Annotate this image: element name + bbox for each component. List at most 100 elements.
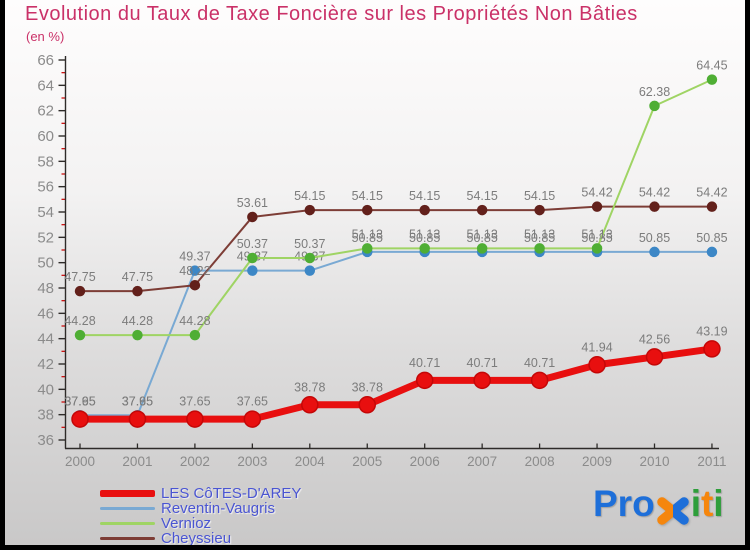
x-tick-label: 2007 — [467, 454, 497, 469]
y-tick-label: 58 — [37, 153, 54, 170]
point-label: 37.65 — [237, 395, 268, 409]
legend-swatch — [100, 537, 155, 540]
point-label: 38.78 — [294, 380, 325, 394]
legend-label: Cheyssieu — [161, 530, 232, 547]
x-tick-label: 2003 — [237, 454, 267, 469]
legend-item: LES CôTES-D'AREY — [100, 486, 301, 501]
legend-label: Reventin-Vaugris — [161, 500, 275, 517]
point-label: 50.37 — [294, 237, 325, 251]
x-tick-label: 2009 — [582, 454, 612, 469]
point-label: 47.75 — [64, 270, 95, 284]
data-point — [649, 201, 660, 212]
proxiti-logo: Pro i t i — [593, 483, 724, 525]
legend-swatch — [100, 507, 155, 510]
data-point — [74, 285, 86, 297]
y-tick-label: 40 — [37, 381, 54, 398]
data-point — [247, 211, 258, 223]
point-label: 50.85 — [352, 231, 383, 245]
point-label: 51.13 — [409, 227, 440, 241]
point-label: 54.42 — [581, 186, 612, 200]
point-label: 44.28 — [64, 314, 95, 328]
point-label: 54.15 — [467, 189, 498, 203]
point-label: 54.15 — [409, 189, 440, 203]
chart-subtitle-unit: (en %) — [26, 29, 65, 44]
chart-title: Evolution du Taux de Taxe Foncière sur l… — [25, 3, 638, 25]
data-point — [476, 243, 488, 254]
point-label: 40.71 — [467, 356, 498, 370]
x-tick-label: 2000 — [65, 454, 95, 469]
series-line — [79, 250, 713, 417]
series-line — [76, 345, 716, 423]
point-label: 42.56 — [639, 332, 670, 346]
point-label: 51.13 — [581, 227, 612, 241]
data-point — [591, 201, 603, 212]
x-tick-label: 2004 — [295, 454, 326, 469]
point-label: 54.15 — [524, 189, 555, 203]
y-tick-label: 66 — [37, 52, 54, 69]
point-label: 37.95 — [64, 394, 95, 408]
point-label: 51.13 — [352, 227, 383, 241]
point-label: 50.85 — [524, 231, 555, 245]
point-label: 40.71 — [524, 356, 555, 370]
point-label: 44.28 — [122, 314, 153, 328]
point-label: 64.45 — [696, 59, 727, 73]
point-label: 50.85 — [581, 231, 612, 245]
data-point — [703, 340, 721, 358]
point-label: 50.85 — [639, 231, 670, 245]
data-point — [304, 265, 316, 276]
y-tick-label: 64 — [37, 77, 54, 94]
data-point — [706, 246, 718, 258]
point-label: 40.71 — [409, 356, 440, 370]
data-point — [419, 204, 430, 216]
point-label: 54.42 — [696, 186, 727, 200]
data-point — [301, 396, 319, 414]
y-tick-label: 60 — [37, 128, 54, 145]
data-point — [530, 371, 549, 390]
point-label: 43.19 — [696, 324, 727, 338]
series-line — [79, 205, 713, 293]
legend-label: Vernioz — [161, 515, 212, 532]
y-tick-label: 52 — [37, 229, 54, 246]
logo-x-icon — [656, 497, 689, 525]
logo-x-bar — [656, 497, 689, 525]
point-label: 51.13 — [467, 227, 498, 241]
y-tick-label: 44 — [37, 331, 54, 348]
y-tick-label: 62 — [37, 103, 54, 120]
logo-letter: i — [713, 483, 724, 524]
y-tick-label: 38 — [37, 407, 54, 424]
data-point — [132, 329, 143, 341]
point-label: 49.37 — [179, 250, 210, 264]
x-tick-label: 2001 — [122, 454, 152, 469]
point-label: 54.15 — [352, 189, 383, 203]
legend-item: Cheyssieu — [100, 530, 301, 547]
data-point — [132, 285, 143, 297]
legend-label: LES CôTES-D'AREY — [161, 485, 302, 502]
x-tick-label: 2006 — [410, 454, 440, 469]
data-point — [419, 243, 430, 254]
y-tick-label: 56 — [37, 179, 54, 196]
data-point — [534, 204, 545, 216]
data-point — [476, 204, 488, 216]
point-label: 53.61 — [237, 196, 268, 210]
x-tick-label: 2005 — [352, 454, 382, 469]
point-label: 44.28 — [179, 314, 210, 328]
point-label: 37.95 — [122, 394, 153, 408]
legend-item: Vernioz — [100, 516, 301, 531]
data-point — [247, 252, 258, 264]
data-point — [71, 410, 89, 428]
point-label: 51.13 — [524, 227, 555, 241]
point-label: 50.37 — [237, 237, 268, 251]
y-tick-label: 42 — [37, 356, 54, 373]
data-point — [649, 246, 660, 258]
data-point — [649, 100, 660, 112]
data-point — [74, 329, 86, 341]
point-label: 41.94 — [581, 340, 612, 354]
data-point — [189, 279, 201, 291]
data-point — [189, 329, 201, 341]
point-label: 62.38 — [639, 85, 670, 99]
data-point — [186, 410, 204, 428]
data-point — [128, 410, 147, 428]
point-label: 37.65 — [179, 395, 210, 409]
data-point — [415, 371, 434, 390]
